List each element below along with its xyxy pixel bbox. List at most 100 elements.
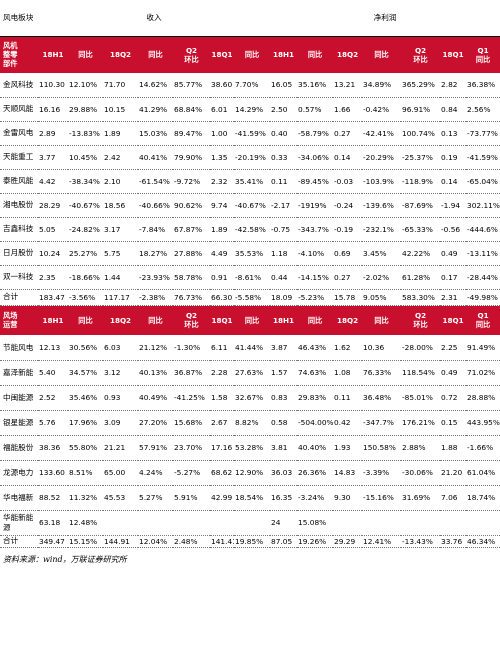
value-cell: 1.08 bbox=[333, 360, 363, 386]
value-cell: 0.49 bbox=[440, 360, 467, 386]
value-cell: 2.32 bbox=[210, 169, 234, 194]
value-cell: 349.47 bbox=[38, 535, 68, 548]
value-cell: -1.94 bbox=[440, 193, 467, 218]
value-cell: 133.60 bbox=[38, 460, 68, 486]
value-cell: 0.57% bbox=[297, 97, 334, 122]
section1-header-cell: 18Q1 bbox=[440, 36, 467, 73]
value-cell: -20.19% bbox=[234, 145, 271, 170]
value-cell: -41.59% bbox=[234, 121, 271, 146]
table-row: 金雷风电 2.89 -13.83% 1.89 15.03% 89.47% 1.00 -41.5… bbox=[0, 121, 500, 146]
value-cell: 29.88% bbox=[68, 97, 103, 122]
value-cell: 1.66 bbox=[333, 97, 363, 122]
value-cell: 28.88% bbox=[466, 385, 500, 411]
value-cell: -40.67% bbox=[68, 193, 103, 218]
value-cell: 25.27% bbox=[68, 241, 103, 266]
value-cell: 2.42 bbox=[103, 145, 138, 170]
table-row: 华能新能源 63.18 12.48% 24 15.08% bbox=[0, 510, 500, 536]
value-cell: -61.54% bbox=[138, 169, 173, 194]
value-cell: 57.91% bbox=[138, 435, 173, 461]
value-cell: 53.28% bbox=[234, 435, 271, 461]
value-cell: 29.29 bbox=[333, 535, 363, 548]
section2-header-cell: 同比 bbox=[234, 305, 271, 335]
value-cell: 40.49% bbox=[138, 385, 173, 411]
value-cell: 0.11 bbox=[270, 169, 298, 194]
table-row: 节能风电 12.13 30.56% 6.03 21.12% -1.30% 6.11 41.44… bbox=[0, 335, 500, 361]
value-cell: -444.6% bbox=[466, 217, 500, 242]
company-name: 节能风电 bbox=[0, 335, 38, 361]
value-cell: 12.41% bbox=[362, 535, 402, 548]
company-name: 吉鑫科技 bbox=[0, 217, 38, 242]
value-cell bbox=[440, 510, 467, 536]
value-cell: 0.33 bbox=[270, 145, 298, 170]
value-cell: -5.58% bbox=[234, 289, 271, 306]
value-cell: 1.44 bbox=[103, 265, 138, 290]
section1-header-cell: 风机 整零 部件 bbox=[0, 36, 38, 73]
value-cell: -5.23% bbox=[297, 289, 334, 306]
value-cell: 0.44 bbox=[270, 265, 298, 290]
value-cell: 68.62 bbox=[210, 460, 234, 486]
section1-header-cell: Q2 环比 bbox=[401, 36, 441, 73]
value-cell: 12.90% bbox=[234, 460, 271, 486]
section2-header-cell: Q2 环比 bbox=[401, 305, 441, 335]
value-cell: -504.00% bbox=[297, 410, 334, 436]
value-cell: 118.54% bbox=[401, 360, 441, 386]
value-cell: 0.14 bbox=[333, 145, 363, 170]
value-cell: -0.56 bbox=[440, 217, 467, 242]
value-cell: 1.35 bbox=[210, 145, 234, 170]
value-cell: 18.54% bbox=[234, 485, 271, 511]
value-cell: 36.38% bbox=[466, 73, 500, 98]
value-cell: -0.75 bbox=[270, 217, 298, 242]
value-cell: 41.29% bbox=[138, 97, 173, 122]
value-cell: -0.03 bbox=[333, 169, 363, 194]
value-cell: 2.89 bbox=[38, 121, 68, 146]
financial-table-sheet: 风电板块 收入 净利润 风机 整零 部件 18H1 同比 18Q2 同比 Q2 环比 18Q1 同比 18H… bbox=[0, 0, 500, 564]
value-cell: -15.16% bbox=[362, 485, 402, 511]
value-cell: 4.49 bbox=[210, 241, 234, 266]
value-cell: -58.79% bbox=[297, 121, 334, 146]
value-cell: 4.24% bbox=[138, 460, 173, 486]
value-cell: 0.69 bbox=[333, 241, 363, 266]
value-cell: -87.69% bbox=[401, 193, 441, 218]
corner-label: 风电板块 bbox=[0, 0, 38, 37]
value-cell: 91.49% bbox=[466, 335, 500, 361]
company-name: 天能重工 bbox=[0, 145, 38, 170]
value-cell: 5.05 bbox=[38, 217, 68, 242]
table-row: 合计 183.47 -3.56% 117.17 -2.38% 76.73% 66.30 -5.… bbox=[0, 289, 500, 306]
value-cell: 14.62% bbox=[138, 73, 173, 98]
value-cell: 35.41% bbox=[234, 169, 271, 194]
value-cell: 15.78 bbox=[333, 289, 363, 306]
value-cell: 0.17 bbox=[440, 265, 467, 290]
value-cell: 10.15 bbox=[103, 97, 138, 122]
value-cell: 35.53% bbox=[234, 241, 271, 266]
value-cell: 2.67 bbox=[210, 410, 234, 436]
value-cell: 63.18 bbox=[38, 510, 68, 536]
value-cell: -1.66% bbox=[466, 435, 500, 461]
value-cell: 6.03 bbox=[103, 335, 138, 361]
value-cell: 1.62 bbox=[333, 335, 363, 361]
value-cell: -118.9% bbox=[401, 169, 441, 194]
value-cell: 67.87% bbox=[173, 217, 210, 242]
value-cell: 1.00 bbox=[210, 121, 234, 146]
section2-header-cell: 同比 bbox=[68, 305, 103, 335]
value-cell: 16.35 bbox=[270, 485, 298, 511]
value-cell: 6.11 bbox=[210, 335, 234, 361]
table-row: 华电福新 88.52 11.32% 45.53 5.27% 5.91% 42.99 18.54… bbox=[0, 485, 500, 511]
section2-header-cell: 18Q2 bbox=[333, 305, 363, 335]
value-cell: 2.48% bbox=[173, 535, 210, 548]
value-cell: 0.83 bbox=[270, 385, 298, 411]
value-cell: 1.89 bbox=[210, 217, 234, 242]
value-cell: -2.17 bbox=[270, 193, 298, 218]
value-cell: 18.74% bbox=[466, 485, 500, 511]
value-cell: 183.47 bbox=[38, 289, 68, 306]
value-cell: 0.14 bbox=[440, 169, 467, 194]
value-cell: 71.02% bbox=[466, 360, 500, 386]
value-cell: 2.56% bbox=[466, 97, 500, 122]
value-cell: 17.16 bbox=[210, 435, 234, 461]
company-name: 泰胜风能 bbox=[0, 169, 38, 194]
value-cell: 7.70% bbox=[234, 73, 271, 98]
value-cell: 176.21% bbox=[401, 410, 441, 436]
section1-header-cell: 18Q1 bbox=[210, 36, 234, 73]
value-cell: 26.36% bbox=[297, 460, 334, 486]
value-cell bbox=[466, 510, 500, 536]
value-cell: 21.20 bbox=[440, 460, 467, 486]
